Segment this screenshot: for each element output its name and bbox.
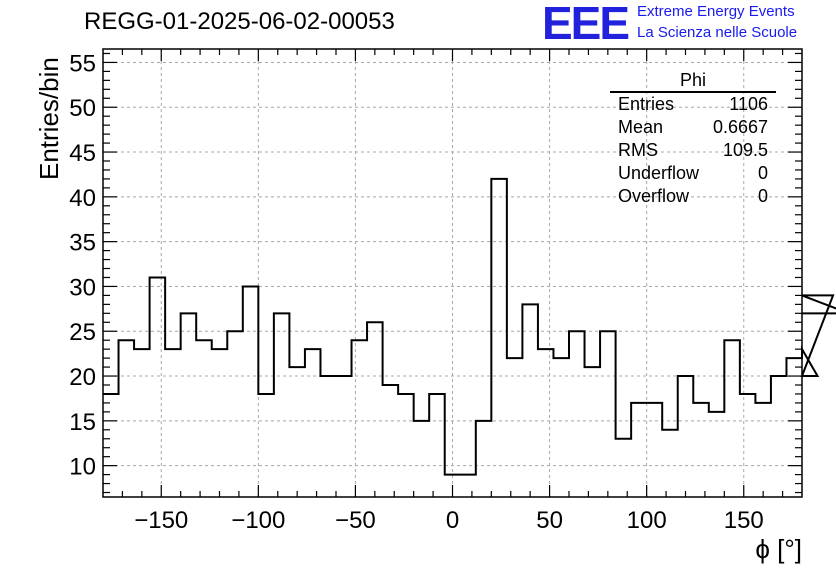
y-tick-label: 20 (69, 364, 96, 391)
histogram-steps (103, 177, 836, 476)
stats-label: Mean (618, 117, 664, 137)
stats-label: Overflow (618, 186, 690, 206)
y-axis-title: Entries/bin (34, 57, 64, 180)
x-tick-label: −50 (335, 507, 376, 534)
x-axis: −150 −100 −50 0 50 100 150 (121, 49, 784, 534)
stats-value: 0 (757, 163, 768, 183)
x-axis-title: ϕ [°] (755, 534, 802, 564)
y-tick-label: 15 (69, 409, 96, 436)
stats-row: Underflow 0 (610, 162, 776, 185)
stats-label: Entries (618, 94, 675, 114)
stats-label: Underflow (618, 163, 700, 183)
y-tick-label: 40 (69, 185, 96, 212)
grid-lines (103, 49, 802, 497)
y-axis-title-wrap: Entries/bin (10, 0, 64, 180)
logo-text-line1: Extreme Energy Events (637, 3, 795, 20)
stats-row: RMS 109.5 (610, 139, 776, 162)
stats-row: Mean 0.6667 (610, 116, 776, 139)
x-tick-label: 0 (446, 507, 459, 534)
x-tick-label: −100 (231, 507, 285, 534)
y-tick-label: 25 (69, 319, 96, 346)
stats-row: Overflow 0 (610, 185, 776, 208)
y-tick-label: 10 (69, 454, 96, 481)
logo-text-line2: La Scienza nelle Scuole (637, 24, 798, 41)
y-tick-label: 45 (69, 140, 96, 167)
stats-row: Entries 1106 (610, 93, 776, 116)
stats-value: 109.5 (722, 140, 768, 160)
histogram-line (103, 177, 836, 476)
stats-label: RMS (618, 140, 658, 160)
stats-value: 0.6667 (712, 117, 768, 137)
stats-value: 1106 (729, 94, 768, 114)
y-axis: 10 15 20 25 30 35 40 45 50 55 (69, 50, 802, 494)
stats-box: Phi Entries 1106 Mean 0.6667 RMS 109.5 U… (610, 70, 776, 208)
stats-value: 0 (757, 186, 768, 206)
stats-title: Phi (610, 70, 776, 93)
y-tick-label: 55 (69, 50, 96, 77)
chart-title: REGG-01-2025-06-02-00053 (84, 8, 395, 35)
y-tick-label: 50 (69, 95, 96, 122)
y-tick-label: 35 (69, 230, 96, 257)
x-tick-label: −150 (134, 507, 188, 534)
x-tick-label: 150 (724, 507, 764, 534)
x-tick-label: 100 (627, 507, 667, 534)
x-tick-label: 50 (536, 507, 563, 534)
eee-logo: EEE (542, 0, 630, 49)
y-tick-label: 30 (69, 274, 96, 301)
